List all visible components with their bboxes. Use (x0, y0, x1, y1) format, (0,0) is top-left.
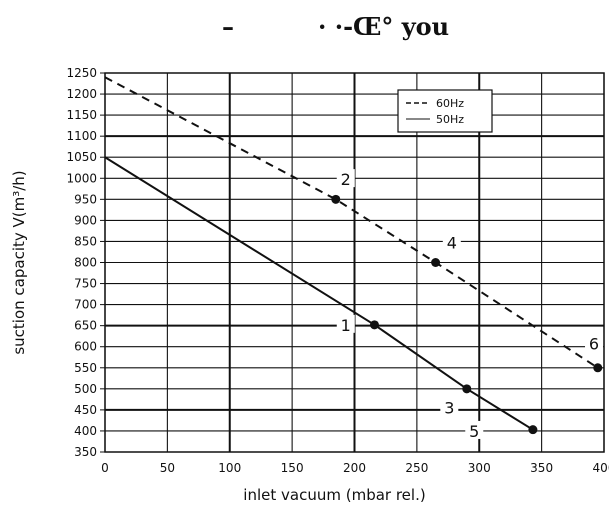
y-tick-label: 350 (74, 445, 97, 459)
data-point (431, 258, 441, 267)
y-tick-label: 1200 (66, 87, 97, 101)
data-point (462, 384, 472, 394)
chart-title-fragment: – (222, 12, 234, 41)
y-axis-label: suction capacity V(m³/h) (10, 170, 28, 354)
annotation-label: 6 (589, 334, 599, 353)
annotation-bg (336, 314, 355, 333)
x-tick-label: 350 (530, 461, 553, 475)
x-tick-label: 50 (160, 461, 175, 475)
y-tick-label: 500 (74, 382, 97, 396)
y-tick-label: 650 (74, 319, 97, 333)
data-point (528, 425, 538, 435)
y-tick-label: 550 (74, 361, 97, 375)
y-tick-label: 600 (74, 340, 97, 354)
annotation-label: 5 (469, 422, 479, 441)
x-tick-label: 200 (343, 461, 366, 475)
legend-label-50hz: 50Hz (436, 113, 464, 126)
annotation-bg (440, 397, 459, 416)
annotation-label: 1 (341, 316, 351, 335)
annotation-label: 4 (447, 233, 457, 252)
x-tick-label: 250 (405, 461, 428, 475)
x-tick-label: 100 (218, 461, 241, 475)
y-tick-label: 700 (74, 298, 97, 312)
data-point (593, 363, 603, 373)
y-tick-label: 900 (74, 213, 97, 227)
annotation-bg (465, 420, 484, 439)
y-tick-label: 1000 (66, 171, 97, 185)
annotation-bg (585, 333, 604, 352)
y-tick-label: 1250 (66, 66, 97, 80)
y-tick-label: 1050 (66, 150, 97, 164)
series-line-60hz (104, 76, 599, 369)
annotation-label: 2 (341, 170, 351, 189)
plot-frame (104, 72, 605, 453)
y-tick-label: 450 (74, 403, 97, 417)
legend-label-60hz: 60Hz (436, 97, 464, 110)
x-tick-label: 300 (468, 461, 491, 475)
chart-title: · ·-Œ° you (318, 12, 450, 41)
y-tick-label: 950 (74, 192, 97, 206)
y-tick-label: 800 (74, 256, 97, 270)
annotation-label: 3 (444, 398, 454, 417)
x-tick-label: 400 (593, 461, 609, 475)
legend-box (397, 89, 493, 133)
y-tick-label: 850 (74, 234, 97, 248)
data-point (369, 320, 379, 330)
x-tick-label: 0 (101, 461, 109, 475)
y-tick-label: 400 (74, 424, 97, 438)
annotation-bg (336, 169, 355, 188)
y-tick-label: 750 (74, 277, 97, 291)
x-tick-label: 150 (281, 461, 304, 475)
y-tick-label: 1100 (66, 129, 97, 143)
y-tick-label: 1150 (66, 108, 97, 122)
series-line-50hz (104, 156, 534, 431)
annotation-bg (442, 232, 461, 251)
data-point (331, 194, 341, 204)
x-axis-label: inlet vacuum (mbar rel.) (243, 486, 425, 504)
